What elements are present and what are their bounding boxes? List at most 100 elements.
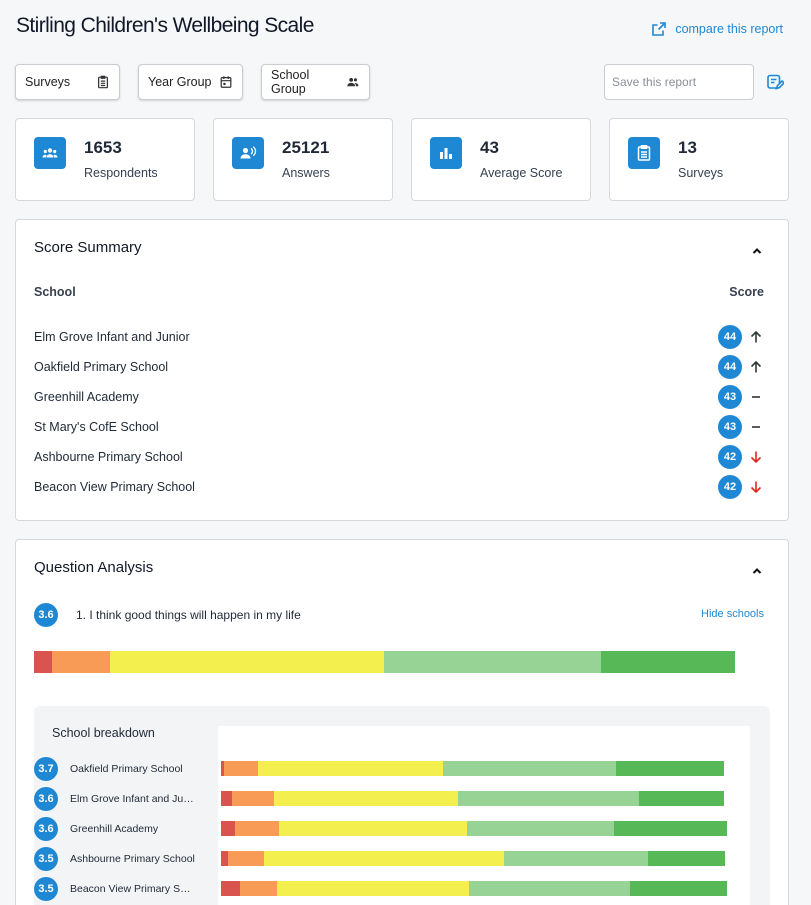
school-name: Oakfield Primary School: [70, 763, 183, 775]
distribution-segment: [221, 851, 229, 866]
distribution-segment: [34, 651, 53, 673]
distribution-segment: [629, 881, 727, 896]
save-report-icon[interactable]: [766, 73, 784, 91]
table-row: Greenhill Academy 43: [34, 382, 764, 412]
score-summary-title: Score Summary: [34, 239, 142, 256]
score-cell: 43: [718, 385, 764, 409]
distribution-segment: [110, 651, 385, 673]
question-analysis-title: Question Analysis: [34, 559, 154, 576]
school-score-badge: 3.7: [34, 757, 58, 781]
column-header-score: Score: [729, 285, 764, 299]
school-name: Greenhill Academy: [34, 390, 139, 404]
arrow-down-icon: [748, 479, 764, 495]
distribution-segment: [221, 821, 236, 836]
surveys-filter[interactable]: Surveys: [15, 64, 120, 100]
list-item: 3.5 Ashbourne Primary School: [34, 844, 734, 874]
chevron-up-icon[interactable]: [750, 244, 764, 258]
distribution-segment: [613, 821, 727, 836]
stat-card-answers: 25121 Answers: [213, 118, 393, 201]
distribution-segment: [228, 851, 264, 866]
score-badge: 44: [718, 355, 742, 379]
school-name: Ashbourne Primary School: [34, 450, 183, 464]
score-cell: 42: [718, 445, 764, 469]
school-name: Greenhill Academy: [70, 823, 159, 835]
school-distribution-bar: [221, 881, 727, 896]
question-score-badge: 3.6: [34, 603, 58, 627]
people-group-icon: [34, 137, 66, 169]
school-score-badge: 3.6: [34, 817, 58, 841]
compare-report-link[interactable]: compare this report: [651, 21, 783, 37]
year-group-filter[interactable]: Year Group: [138, 64, 243, 100]
stat-label: Average Score: [480, 166, 563, 180]
score-badge: 43: [718, 385, 742, 409]
table-row: Oakfield Primary School 44: [34, 352, 764, 382]
distribution-segment: [468, 881, 630, 896]
score-cell: 44: [718, 355, 764, 379]
distribution-segment: [503, 851, 649, 866]
chevron-up-icon[interactable]: [750, 564, 764, 578]
surveys-filter-label: Surveys: [25, 75, 71, 89]
school-name: Elm Grove Infant and Junior: [70, 793, 195, 805]
score-badge: 42: [718, 475, 742, 499]
distribution-segment: [52, 651, 111, 673]
stat-label: Answers: [282, 166, 330, 180]
school-group-filter-label: School Group: [271, 68, 310, 96]
save-report-input[interactable]: [604, 64, 754, 100]
distribution-segment: [277, 881, 469, 896]
school-group-filter[interactable]: School Group: [261, 64, 370, 100]
school-distribution-bar: [221, 851, 727, 866]
arrow-down-icon: [748, 449, 764, 465]
list-item: 3.6 Greenhill Academy: [34, 814, 734, 844]
column-header-school: School: [34, 285, 76, 299]
external-link-icon: [652, 22, 667, 36]
list-item: 3.7 Oakfield Primary School: [34, 754, 734, 784]
distribution-segment: [257, 761, 444, 776]
arrow-up-icon: [748, 329, 764, 345]
dash-icon: [748, 389, 764, 405]
distribution-segment: [648, 851, 725, 866]
distribution-segment: [601, 651, 735, 673]
school-breakdown-title: School breakdown: [52, 726, 155, 740]
question-text: 1. I think good things will happen in my…: [76, 608, 301, 622]
school-distribution-bar: [221, 791, 727, 806]
distribution-segment: [443, 761, 616, 776]
distribution-segment: [221, 791, 233, 806]
score-badge: 42: [718, 445, 742, 469]
dash-icon: [748, 419, 764, 435]
school-distribution-bar: [221, 761, 727, 776]
stat-value: 43: [480, 138, 499, 157]
distribution-segment: [274, 791, 459, 806]
stat-card-respondents: 1653 Respondents: [15, 118, 195, 201]
table-row: St Mary's CofE School 43: [34, 412, 764, 442]
stat-label: Surveys: [678, 166, 724, 180]
compare-report-label: compare this report: [675, 22, 783, 36]
score-badge: 43: [718, 415, 742, 439]
school-name: St Mary's CofE School: [34, 420, 159, 434]
distribution-segment: [466, 821, 614, 836]
score-cell: 42: [718, 475, 764, 499]
score-cell: 44: [718, 325, 764, 349]
table-row: Beacon View Primary School 42: [34, 472, 764, 502]
school-name: Oakfield Primary School: [34, 360, 169, 374]
clipboard-icon: [628, 137, 660, 169]
stat-card-surveys: 13 Surveys: [609, 118, 789, 201]
stat-value: 25121: [282, 138, 330, 157]
school-name: Beacon View Primary School: [34, 480, 195, 494]
school-distribution-bar: [221, 821, 727, 836]
distribution-segment: [264, 851, 504, 866]
list-item: 3.6 Elm Grove Infant and Junior: [34, 784, 734, 814]
stat-label: Respondents: [84, 166, 158, 180]
school-breakdown-chart-area: [218, 726, 750, 905]
stat-value: 1653: [84, 138, 122, 157]
hide-schools-link[interactable]: Hide schools: [701, 608, 764, 620]
distribution-segment: [221, 881, 241, 896]
clipboard-icon: [98, 75, 108, 89]
speaking-person-icon: [232, 137, 264, 169]
question-analysis-panel: Question Analysis 3.6 1. I think good th…: [15, 539, 789, 905]
school-score-badge: 3.5: [34, 847, 58, 871]
score-cell: 43: [718, 415, 764, 439]
school-score-badge: 3.6: [34, 787, 58, 811]
year-group-filter-label: Year Group: [148, 75, 212, 89]
score-badge: 44: [718, 325, 742, 349]
stat-card-average-score: 43 Average Score: [411, 118, 591, 201]
